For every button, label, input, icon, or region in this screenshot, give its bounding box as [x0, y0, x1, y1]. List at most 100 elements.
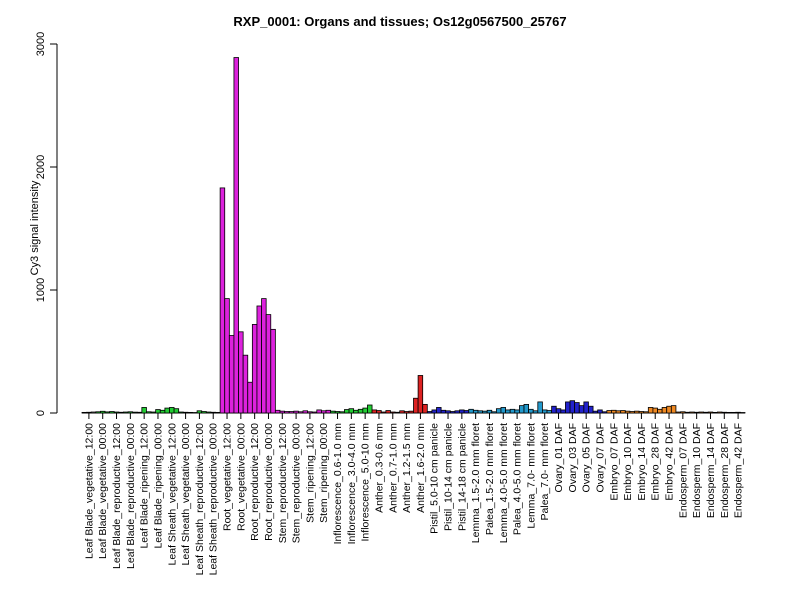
bar-47-1 — [735, 411, 741, 414]
bar-45-1 — [707, 411, 714, 414]
bar-37-2 — [601, 411, 608, 414]
bar-9-0 — [205, 411, 212, 414]
x-tick-label-44: Endosperm_10 DAF — [691, 423, 703, 518]
x-tick-label-35: Ovary_03 DAF — [567, 423, 579, 492]
bar-32-1 — [528, 408, 534, 414]
bar-44-0 — [689, 411, 695, 414]
bar-24-2 — [422, 403, 428, 414]
x-tick-label-23: Anther_1.2-1.5 mm — [401, 423, 413, 513]
bar-25-0 — [426, 411, 433, 414]
x-tick-label-47: Endosperm_42 DAF — [733, 423, 745, 518]
bar-33-1 — [542, 409, 548, 414]
bar-34-2 — [560, 409, 566, 414]
bar-1-1 — [100, 410, 106, 414]
bar-36-1 — [583, 401, 589, 414]
x-tick-labels: Leaf Blade_vegetative_12:00 Leaf Blade_ve… — [83, 423, 744, 576]
x-tick-label-0: Leaf Blade_vegetative_12:00 — [83, 423, 95, 559]
x-tick-label-34: Ovary_01 DAF — [553, 423, 565, 492]
bar-7-1 — [182, 411, 189, 414]
bar-0-1 — [86, 411, 92, 414]
bar-2-0 — [109, 411, 115, 414]
x-tick-label-27: Pistil_14-18 cm panicle — [456, 423, 468, 531]
bar-30-1 — [500, 407, 506, 414]
bar-15-2 — [297, 411, 304, 414]
bar-14-2 — [284, 411, 290, 414]
bar-32-0 — [523, 403, 529, 414]
x-tick-label-22: Anther_0.7-1.0 mm — [387, 423, 399, 513]
y-tick-label-1: 1000 — [35, 278, 47, 302]
bar-10-1 — [224, 298, 230, 414]
bar-11-1 — [238, 331, 244, 414]
bar-11-0 — [233, 57, 239, 414]
x-tick-label-19: Inflorescence_3.0-4.0 mm — [346, 423, 358, 545]
bar-33-2 — [546, 410, 553, 414]
x-tick-label-3: Leaf Blade_reproductive_00:00 — [125, 423, 137, 569]
x-tick-label-25: Pistil_5.0-10 cm panicle — [429, 423, 441, 534]
bar-46-1 — [721, 411, 727, 414]
x-tick-label-24: Anther_1.6-2.0 mm — [415, 423, 427, 513]
bar-43-1 — [680, 411, 686, 414]
bar-27-1 — [459, 409, 465, 414]
bar-18-1 — [334, 411, 341, 414]
bar-0-0 — [81, 411, 87, 414]
x-tick-label-21: Anther_0.3-0.6 mm — [373, 423, 385, 513]
bar-13-2 — [270, 328, 276, 414]
bar-28-2 — [477, 410, 483, 414]
x-tick-label-43: Endosperm_07 DAF — [677, 423, 689, 518]
x-tick-label-9: Leaf Sheath_reproductive_00:00 — [208, 423, 220, 576]
y-tick-label-3: 3000 — [35, 32, 47, 56]
bar-22-1 — [390, 411, 396, 414]
bar-6-0 — [164, 407, 170, 414]
bar-2-1 — [113, 411, 120, 414]
bar-5-1 — [155, 409, 161, 414]
x-tick-label-26: Pistil_10-14 cm panicle — [443, 423, 455, 531]
bar-25-1 — [431, 409, 437, 414]
bar-38-0 — [606, 410, 612, 414]
bar-3-2 — [132, 411, 138, 414]
bar-24-0 — [413, 397, 419, 414]
bar-32-2 — [532, 410, 539, 414]
bar-27-0 — [454, 410, 460, 414]
bar-13-1 — [265, 314, 272, 414]
bar-42-2 — [670, 405, 677, 414]
x-tick-label-33: Palea_7.0- mm floret — [539, 423, 551, 521]
bar-20-2 — [367, 404, 373, 414]
bar-2-2 — [118, 411, 124, 414]
bar-15-1 — [293, 410, 299, 414]
bar-1-2 — [104, 411, 111, 414]
bar-9-1 — [210, 411, 216, 414]
x-tick-label-32: Lemma_7.0- mm floret — [525, 423, 537, 529]
bar-18-0 — [330, 410, 336, 414]
bar-35-0 — [565, 401, 571, 414]
bar-41-0 — [647, 407, 654, 414]
bar-19-1 — [348, 408, 355, 414]
x-tick-label-17: Stem_ripening_00:00 — [318, 423, 330, 523]
x-tick-label-31: Palea_4.0-5.0 mm floret — [512, 423, 524, 535]
bar-29-0 — [482, 410, 488, 414]
bar-42-0 — [661, 407, 668, 414]
bar-17-2 — [325, 409, 332, 414]
bar-14-0 — [274, 409, 281, 414]
bar-46-2 — [726, 411, 732, 414]
bar-34-0 — [551, 405, 557, 414]
y-tick-label-2: 2000 — [35, 155, 47, 179]
bar-47-0 — [730, 411, 737, 414]
bar-26-0 — [440, 409, 447, 414]
bar-13-0 — [261, 298, 267, 414]
bar-3-0 — [123, 411, 129, 414]
x-tick-label-14: Stem_reproductive_12:00 — [277, 423, 289, 543]
bar-21-0 — [371, 409, 378, 414]
bar-35-1 — [569, 400, 576, 414]
bar-19-2 — [353, 409, 359, 414]
bar-1-0 — [95, 411, 101, 414]
bar-10-0 — [219, 187, 226, 414]
bar-5-0 — [150, 411, 157, 414]
bar-17-1 — [321, 410, 327, 414]
bar-31-2 — [519, 405, 525, 414]
bar-38-1 — [611, 409, 617, 414]
bar-44-1 — [693, 411, 700, 414]
x-tick-label-36: Ovary_05 DAF — [581, 423, 593, 492]
bar-23-2 — [408, 410, 414, 414]
x-tick-label-15: Stem_reproductive_00:00 — [291, 423, 303, 543]
